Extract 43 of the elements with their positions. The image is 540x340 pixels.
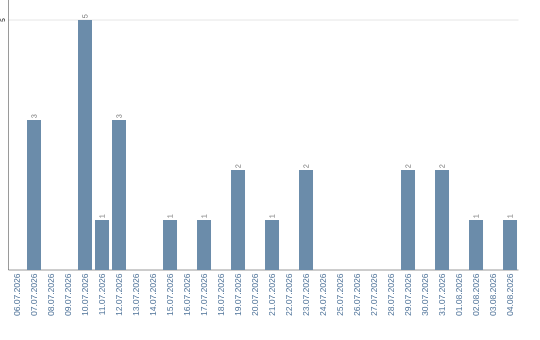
bar bbox=[265, 220, 280, 270]
x-tick-label: 02.08.2026 bbox=[473, 274, 480, 316]
x-tick-label: 29.07.2026 bbox=[405, 274, 412, 316]
bar bbox=[197, 220, 212, 270]
x-tick-label: 24.07.2026 bbox=[320, 274, 326, 316]
bar bbox=[231, 170, 246, 270]
x-tick-label: 04.08.2026 bbox=[507, 274, 514, 316]
x-tick-label: 09.07.2026 bbox=[65, 274, 71, 316]
x-tick-label: 13.07.2026 bbox=[133, 274, 139, 316]
bar bbox=[112, 120, 126, 270]
x-tick-label: 15.07.2026 bbox=[167, 274, 173, 316]
x-tick-label: 25.07.2026 bbox=[337, 274, 343, 316]
bar bbox=[469, 220, 484, 270]
x-tick-label: 11.07.2026 bbox=[99, 274, 105, 315]
x-tick-label: 08.07.2026 bbox=[48, 274, 54, 316]
x-tick-label: 03.08.2026 bbox=[490, 274, 496, 316]
x-tick-label: 30.07.2026 bbox=[422, 274, 428, 316]
x-tick-label: 22.07.2026 bbox=[286, 274, 292, 316]
bar bbox=[435, 170, 450, 270]
x-tick-label: 20.07.2026 bbox=[252, 274, 258, 316]
x-tick-label: 18.07.2026 bbox=[218, 274, 224, 316]
bar bbox=[503, 220, 518, 270]
x-tick-label: 19.07.2026 bbox=[235, 274, 241, 316]
x-tick-label: 23.07.2026 bbox=[303, 274, 309, 316]
x-tick-label: 16.07.2026 bbox=[184, 274, 190, 316]
x-tick-label: 28.07.2026 bbox=[388, 274, 394, 316]
bar bbox=[401, 170, 416, 270]
bar bbox=[163, 220, 178, 270]
x-tick-label: 01.08.2026 bbox=[456, 274, 462, 316]
x-tick-label: 07.07.2026 bbox=[31, 274, 37, 316]
x-tick-label: 14.07.2026 bbox=[150, 274, 156, 316]
x-tick-label: 06.07.2026 bbox=[14, 274, 20, 316]
x-tick-label: 10.07.2026 bbox=[82, 274, 88, 316]
bar bbox=[299, 170, 314, 270]
x-tick-label: 12.07.2026 bbox=[116, 274, 122, 316]
bar bbox=[95, 220, 110, 270]
x-tick-label: 31.07.2026 bbox=[439, 274, 446, 316]
x-tick-label: 27.07.2026 bbox=[371, 274, 377, 316]
x-tick-label: 26.07.2026 bbox=[354, 274, 360, 316]
x-tick-label: 17.07.2026 bbox=[201, 274, 207, 316]
x-tick-label: 21.07.2026 bbox=[269, 274, 275, 316]
bar bbox=[78, 20, 92, 270]
bar bbox=[27, 120, 42, 270]
